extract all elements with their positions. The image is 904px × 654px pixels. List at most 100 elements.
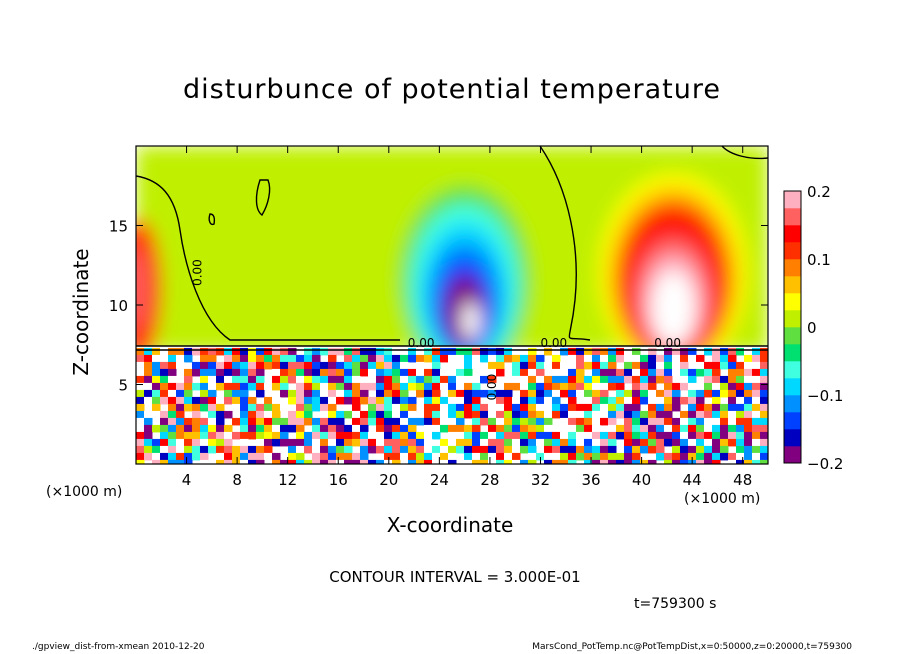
- lower-cell: [600, 403, 609, 412]
- lower-cell: [368, 361, 377, 370]
- lower-cell: [544, 417, 553, 426]
- lower-cell: [472, 438, 481, 447]
- lower-cell: [160, 438, 169, 447]
- lower-cell: [480, 438, 489, 447]
- lower-cell: [592, 403, 601, 412]
- lower-cell: [592, 347, 601, 356]
- lower-cell: [312, 368, 321, 377]
- lower-cell: [576, 438, 585, 447]
- lower-cell: [424, 382, 433, 391]
- time-stamp: t=759300 s: [634, 596, 717, 612]
- lower-cell: [216, 424, 225, 433]
- lower-cell: [568, 459, 577, 464]
- lower-cell: [344, 452, 353, 461]
- lower-cell: [288, 396, 297, 405]
- lower-cell: [576, 361, 585, 370]
- lower-cell: [560, 403, 569, 412]
- lower-cell: [520, 396, 529, 405]
- lower-cell: [648, 438, 657, 447]
- lower-cell: [152, 389, 161, 398]
- lower-cell: [608, 438, 617, 447]
- lower-cell: [512, 368, 521, 377]
- lower-cell: [632, 375, 641, 384]
- lower-cell: [440, 424, 449, 433]
- lower-cell: [592, 410, 601, 419]
- lower-cell: [760, 396, 768, 405]
- lower-cell: [696, 403, 705, 412]
- lower-cell: [528, 361, 537, 370]
- lower-cell: [512, 445, 521, 454]
- lower-cell: [256, 361, 265, 370]
- lower-cell: [664, 410, 673, 419]
- lower-cell: [192, 438, 201, 447]
- lower-cell: [136, 396, 145, 405]
- lower-cell: [536, 438, 545, 447]
- lower-cell: [136, 459, 145, 464]
- lower-cell: [424, 438, 433, 447]
- lower-cell: [680, 347, 689, 356]
- lower-cell: [488, 361, 497, 370]
- lower-cell: [496, 389, 505, 398]
- lower-cell: [536, 410, 545, 419]
- lower-cell: [704, 389, 713, 398]
- lower-cell: [304, 396, 313, 405]
- lower-cell: [712, 452, 721, 461]
- lower-cell: [720, 431, 729, 440]
- y-axis-label: Z-coordinate: [69, 248, 93, 376]
- lower-cell: [688, 382, 697, 391]
- lower-cell: [416, 375, 425, 384]
- lower-cell: [200, 445, 209, 454]
- lower-cell: [536, 354, 545, 363]
- lower-cell: [344, 424, 353, 433]
- lower-cell: [360, 438, 369, 447]
- lower-cell: [416, 382, 425, 391]
- lower-cell: [480, 375, 489, 384]
- lower-cell: [376, 375, 385, 384]
- lower-cell: [560, 347, 569, 356]
- lower-cell: [416, 438, 425, 447]
- lower-cell: [720, 452, 729, 461]
- lower-cell: [320, 410, 329, 419]
- lower-cell: [456, 368, 465, 377]
- lower-cell: [248, 431, 257, 440]
- lower-cell: [216, 438, 225, 447]
- lower-cell: [336, 347, 345, 356]
- lower-cell: [256, 438, 265, 447]
- lower-cell: [272, 354, 281, 363]
- lower-cell: [736, 396, 745, 405]
- lower-cell: [624, 403, 633, 412]
- lower-cell: [512, 410, 521, 419]
- lower-cell: [496, 354, 505, 363]
- lower-cell: [280, 424, 289, 433]
- lower-cell: [328, 438, 337, 447]
- lower-cell: [384, 375, 393, 384]
- lower-cell: [328, 361, 337, 370]
- lower-cell: [264, 438, 273, 447]
- lower-cell: [760, 368, 768, 377]
- lower-cell: [176, 396, 185, 405]
- lower-cell: [496, 361, 505, 370]
- plot-frame: [136, 146, 768, 464]
- lower-cell: [328, 431, 337, 440]
- lower-cell: [296, 410, 305, 419]
- lower-cell: [632, 410, 641, 419]
- lower-cell: [552, 389, 561, 398]
- lower-cell: [352, 396, 361, 405]
- lower-cell: [288, 452, 297, 461]
- lower-cell: [176, 403, 185, 412]
- lower-cell: [224, 445, 233, 454]
- lower-cell: [512, 459, 521, 464]
- lower-cell: [248, 396, 257, 405]
- lower-cell: [360, 354, 369, 363]
- lower-cell: [576, 431, 585, 440]
- lower-cell: [320, 375, 329, 384]
- lower-cell: [384, 368, 393, 377]
- lower-cell: [744, 459, 753, 464]
- lower-cell: [592, 452, 601, 461]
- lower-cell: [448, 368, 457, 377]
- lower-cell: [344, 354, 353, 363]
- colorbar-swatch: [784, 327, 801, 345]
- lower-cell: [672, 417, 681, 426]
- lower-cell: [664, 368, 673, 377]
- lower-cell: [624, 389, 633, 398]
